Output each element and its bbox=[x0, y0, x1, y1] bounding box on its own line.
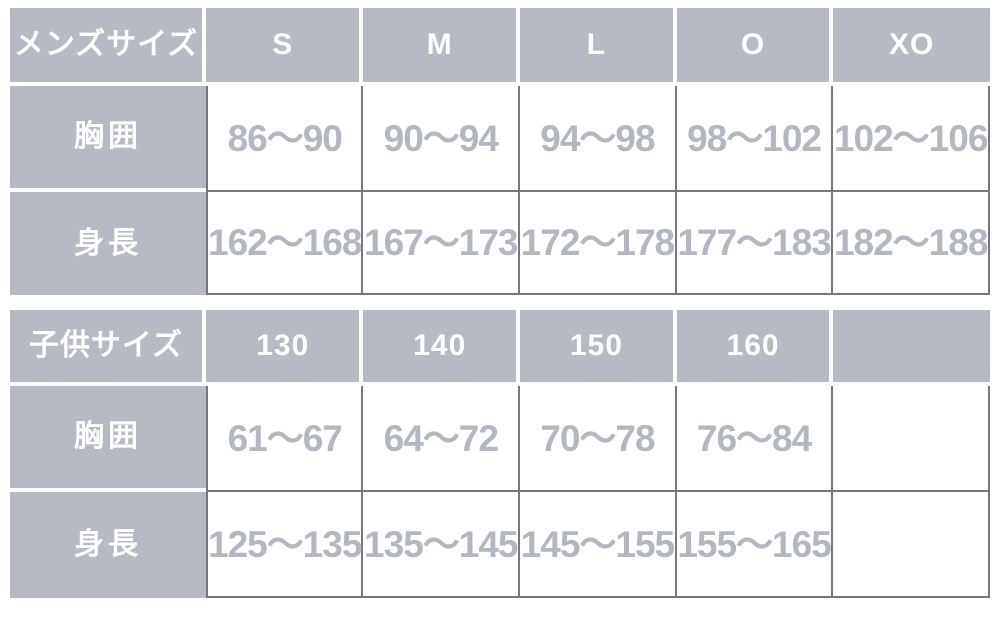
mens-chest-value-o: 98〜102 bbox=[676, 86, 834, 192]
kids-chest-value-140: 64〜72 bbox=[363, 386, 521, 492]
kids-size-header-empty bbox=[833, 310, 990, 386]
mens-size-header-m: M bbox=[363, 8, 521, 86]
kids-size-header-130: 130 bbox=[206, 310, 364, 386]
kids-height-value-160: 155〜165 bbox=[676, 492, 834, 598]
kids-height-value-150: 145〜155 bbox=[520, 492, 677, 598]
kids-size-header-140: 140 bbox=[363, 310, 521, 386]
mens-chest-value-m: 90〜94 bbox=[363, 86, 521, 192]
mens-size-header-o: O bbox=[676, 8, 834, 86]
kids-height-value-empty bbox=[833, 492, 990, 598]
mens-height-row-label: 身長 bbox=[10, 192, 206, 295]
mens-size-header-xo: XO bbox=[833, 8, 990, 86]
kids-chest-row-label: 胸囲 bbox=[10, 386, 206, 492]
mens-height-value-o: 177〜183 bbox=[676, 192, 834, 295]
kids-chest-value-160: 76〜84 bbox=[676, 386, 834, 492]
kids-size-header-150: 150 bbox=[520, 310, 677, 386]
mens-height-value-xo: 182〜188 bbox=[833, 192, 990, 295]
kids-height-value-140: 135〜145 bbox=[363, 492, 521, 598]
kids-size-table: 子供サイズ 130 140 150 160 胸囲 61〜67 64〜72 70〜… bbox=[10, 310, 990, 598]
mens-chest-row-label: 胸囲 bbox=[10, 86, 206, 192]
kids-table-title-cell: 子供サイズ bbox=[10, 310, 206, 386]
mens-size-table: メンズサイズ S M L O XO 胸囲 86〜90 90〜94 94〜98 9… bbox=[10, 8, 990, 295]
kids-size-header-160: 160 bbox=[676, 310, 834, 386]
kids-chest-value-130: 61〜67 bbox=[206, 386, 364, 492]
mens-height-value-s: 162〜168 bbox=[206, 192, 364, 295]
mens-size-header-s: S bbox=[206, 8, 364, 86]
mens-chest-value-xo: 102〜106 bbox=[833, 86, 990, 192]
mens-height-value-m: 167〜173 bbox=[363, 192, 521, 295]
kids-chest-value-150: 70〜78 bbox=[520, 386, 677, 492]
mens-chest-value-l: 94〜98 bbox=[520, 86, 677, 192]
kids-chest-value-empty bbox=[833, 386, 990, 492]
kids-height-value-130: 125〜135 bbox=[206, 492, 364, 598]
mens-table-title-cell: メンズサイズ bbox=[10, 8, 206, 86]
mens-size-header-l: L bbox=[520, 8, 677, 86]
kids-height-row-label: 身長 bbox=[10, 492, 206, 598]
mens-height-value-l: 172〜178 bbox=[520, 192, 677, 295]
mens-chest-value-s: 86〜90 bbox=[206, 86, 364, 192]
